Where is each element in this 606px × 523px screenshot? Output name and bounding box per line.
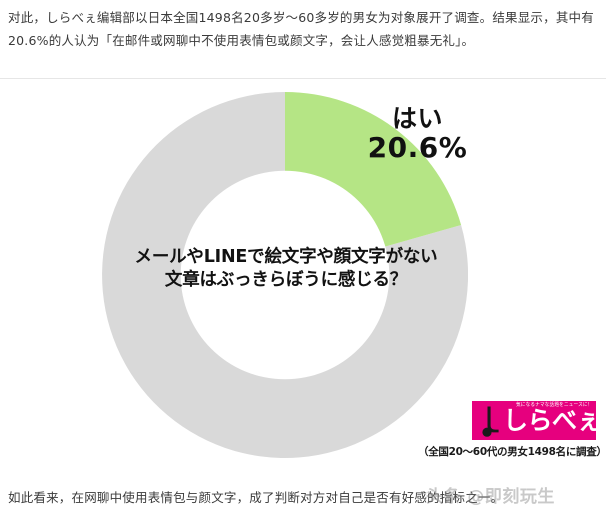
brand-wordmark: しらべぇ: [503, 406, 596, 435]
slice-label-name: はい: [391, 104, 443, 133]
slice-label-value: 20.6%: [367, 131, 468, 164]
survey-figure: はい 20.6% メールやLINEで絵文字や顔文字がない 文章はぶっきらぼうに感…: [0, 79, 606, 469]
donut-chart: [102, 92, 468, 458]
section-divider: [0, 78, 606, 79]
shirabee-mark-icon: [482, 406, 499, 437]
shirabee-logo: 気になるナマな話題をニュースに！ しらべぇ: [472, 401, 596, 440]
slice-label-yes: はい 20.6%: [330, 105, 505, 163]
intro-paragraph: 对此，しらべぇ编辑部以日本全国1498名20多岁～60多岁的男女为对象展开了调查…: [8, 10, 594, 48]
center-question-line-2: 文章はぶっきらぼうに感じる？: [164, 270, 408, 291]
source-block: 気になるナマな話題をニュースに！ しらべぇ （全国20〜60代の男女1498名に…: [418, 401, 606, 459]
chart-center-question: メールやLINEで絵文字や顔文字がない 文章はぶっきらぼうに感じる？: [70, 246, 502, 293]
brand-tagline: 気になるナマな話題をニュースに！: [516, 402, 593, 409]
survey-caption: （全国20〜60代の男女1498名に調査）: [418, 446, 606, 458]
center-question-line-1: メールやLINEで絵文字や顔文字がない: [134, 247, 438, 267]
outro-paragraph: 如此看来，在网聊中使用表情包与颜文字，成了判断对方对自己是否有好感的指标之一。: [8, 490, 504, 505]
donut-hole: [180, 170, 390, 380]
